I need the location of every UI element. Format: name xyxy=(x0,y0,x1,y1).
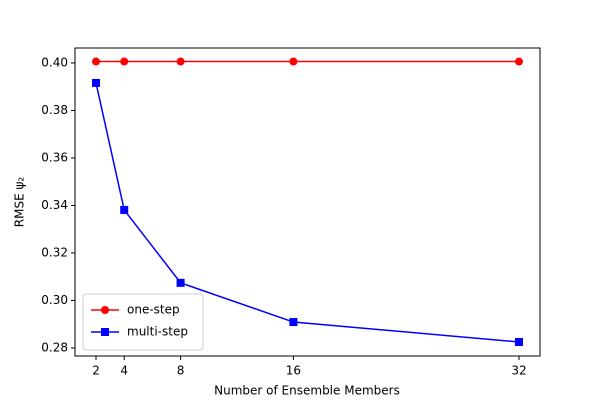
marker xyxy=(120,57,129,66)
legend-label: multi-step xyxy=(127,325,188,339)
x-tick-label: 32 xyxy=(511,364,526,378)
marker xyxy=(120,205,129,214)
legend-label: one-step xyxy=(127,303,180,317)
legend: one-step multi-step xyxy=(82,293,204,351)
y-tick-label: 0.30 xyxy=(41,293,68,307)
y-tick-label: 0.36 xyxy=(41,150,68,164)
x-tick-label: 8 xyxy=(177,364,185,378)
y-tick-label: 0.32 xyxy=(41,245,68,259)
legend-box xyxy=(82,293,204,351)
y-tick-label: 0.34 xyxy=(41,198,68,212)
y-tick-label: 0.28 xyxy=(41,340,68,354)
x-axis-label: Number of Ensemble Members xyxy=(214,384,400,398)
x-tick-label: 4 xyxy=(120,364,128,378)
marker xyxy=(289,57,298,66)
y-tick-label: 0.40 xyxy=(41,55,68,69)
marker xyxy=(176,278,185,287)
x-tick-label: 16 xyxy=(286,364,301,378)
marker xyxy=(514,57,523,66)
marker xyxy=(514,337,523,346)
y-axis-label: RMSE ψ₂ xyxy=(13,177,27,228)
marker xyxy=(92,57,101,66)
x-tick-label: 2 xyxy=(92,364,100,378)
legend-marker xyxy=(101,306,109,314)
marker xyxy=(289,318,298,327)
axes-frame xyxy=(74,47,541,357)
marker xyxy=(176,57,185,66)
marker xyxy=(92,78,101,87)
y-tick-label: 0.38 xyxy=(41,103,68,117)
legend-marker xyxy=(101,328,109,336)
